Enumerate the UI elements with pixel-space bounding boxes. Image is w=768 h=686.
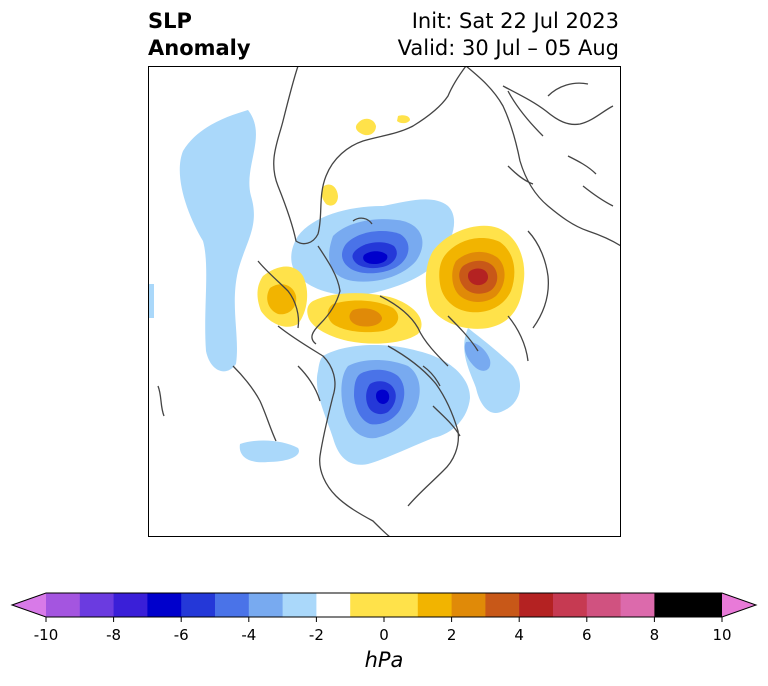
colorbar-segment xyxy=(519,593,554,617)
forecast-dates: Init: Sat 22 Jul 2023 Valid: 30 Jul – 05… xyxy=(398,8,619,62)
anomaly-barents-low xyxy=(291,199,455,296)
anomaly-atlantic-high xyxy=(257,266,422,344)
colorbar-segment xyxy=(147,593,182,617)
colorbar-segment xyxy=(586,593,622,617)
colorbar-segment xyxy=(79,593,115,617)
colorbar-segment xyxy=(553,593,588,617)
colorbar-segment xyxy=(215,593,250,617)
anomaly-siberia-high xyxy=(425,225,525,329)
anomaly-hudson-low xyxy=(316,344,470,465)
colorbar-segment xyxy=(181,593,216,617)
colorbar-tick-label: -6 xyxy=(174,626,189,644)
colorbar-segment xyxy=(654,593,689,617)
colorbar-tick-label: -10 xyxy=(34,626,59,644)
colorbar-segment xyxy=(350,593,419,617)
colorbar-segment xyxy=(620,593,655,617)
title-line-2: Anomaly xyxy=(148,36,251,60)
colorbar-tick-label: -2 xyxy=(309,626,324,644)
colorbar-tick-label: 4 xyxy=(514,626,524,644)
colorbar-tick-label: 8 xyxy=(650,626,660,644)
colorbar-segment xyxy=(248,593,284,617)
colorbar-segment xyxy=(485,593,520,617)
colorbar-tick-label: 10 xyxy=(712,626,731,644)
coastlines xyxy=(157,66,621,537)
colorbar-segment xyxy=(688,593,723,617)
colorbar-tick-label: -8 xyxy=(106,626,121,644)
anomaly-small-features xyxy=(148,115,491,371)
valid-range: Valid: 30 Jul – 05 Aug xyxy=(397,36,619,60)
colorbar-tick-label: 0 xyxy=(379,626,389,644)
title-line-1: SLP xyxy=(148,9,192,33)
colorbar-segment xyxy=(451,593,486,617)
map-title: SLP Anomaly xyxy=(148,8,251,62)
init-date: Init: Sat 22 Jul 2023 xyxy=(411,9,619,33)
colorbar-tick-label: -4 xyxy=(241,626,256,644)
colorbar: -10 -8 -6 -4 -2 0 2 4 6 8 10 hPa xyxy=(10,592,758,672)
colorbar-segment xyxy=(417,593,453,617)
colorbar-tick-label: 2 xyxy=(447,626,457,644)
colorbar-extend-low xyxy=(12,593,46,617)
colorbar-extend-high xyxy=(722,593,756,617)
colorbar-segment xyxy=(316,593,351,617)
colorbar-segment xyxy=(113,593,148,617)
colorbar-segment xyxy=(282,593,317,617)
colorbar-tick-label: 6 xyxy=(582,626,592,644)
colorbar-unit-label: hPa xyxy=(365,648,404,672)
slp-anomaly-map xyxy=(148,66,621,537)
colorbar-segment xyxy=(46,593,81,617)
